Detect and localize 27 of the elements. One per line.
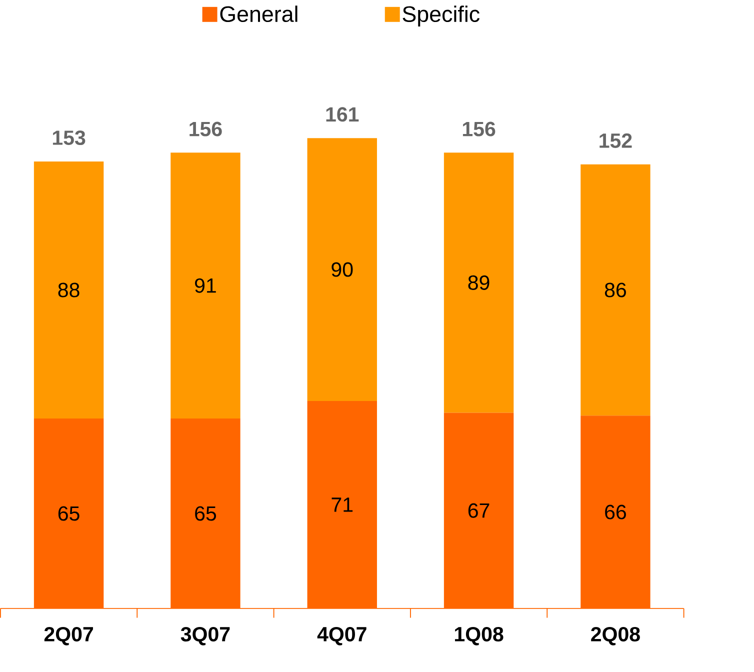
total-label: 156 — [462, 122, 496, 136]
data-label: 71 — [332, 498, 353, 512]
x-tick-label: 2Q07 — [44, 626, 93, 646]
x-tick-label: 4Q07 — [317, 626, 366, 646]
data-label: 67 — [468, 503, 490, 518]
total-label: 156 — [190, 122, 222, 136]
data-label: 88 — [58, 282, 80, 298]
legend-label: General — [220, 6, 298, 22]
data-label: 66 — [605, 504, 626, 520]
total-label: 152 — [600, 133, 632, 148]
data-label: 86 — [604, 282, 626, 298]
data-label: 91 — [195, 278, 216, 293]
data-label: 89 — [468, 275, 490, 290]
bar — [34, 161, 104, 418]
data-label: 65 — [195, 506, 216, 521]
legend-label: Specific — [402, 6, 480, 26]
bar — [307, 138, 377, 401]
data-label: 65 — [58, 506, 80, 521]
bar — [580, 164, 650, 416]
data-label: 90 — [332, 262, 353, 277]
x-tick-label: 1Q08 — [454, 626, 504, 646]
total-label: 161 — [326, 107, 359, 122]
bar — [444, 152, 514, 413]
total-label: 153 — [52, 130, 86, 145]
x-tick-label: 3Q07 — [180, 626, 230, 646]
x-tick-label: 2Q08 — [591, 626, 640, 646]
bar — [170, 152, 240, 418]
